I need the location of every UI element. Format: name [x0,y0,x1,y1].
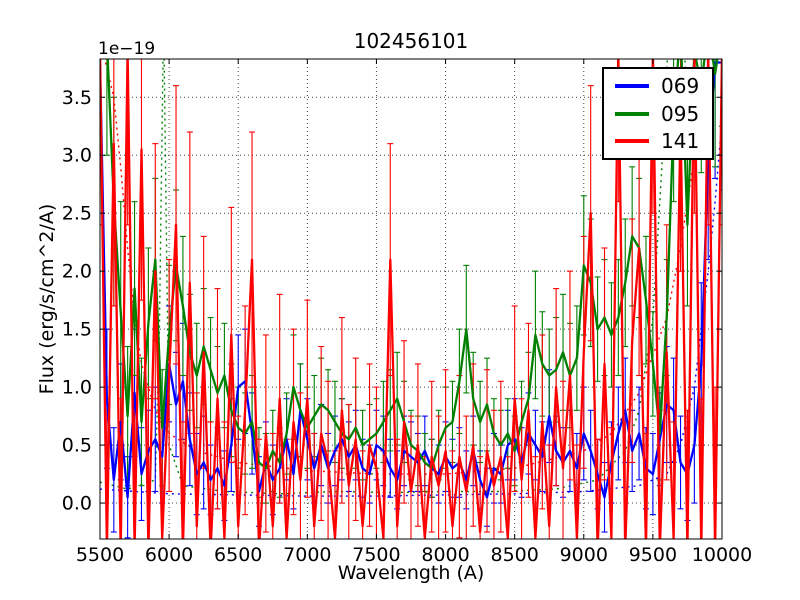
plot-title: 102456101 [353,29,469,53]
svg-text:2.0: 2.0 [62,261,92,283]
svg-text:0.5: 0.5 [62,435,92,457]
svg-text:10000: 10000 [692,544,752,566]
series-line-141 [100,59,722,539]
svg-text:5500: 5500 [76,544,124,566]
legend-line-sample-green [615,111,649,116]
legend: 069 095 141 [602,67,714,160]
legend-item-069: 069 [604,72,712,100]
svg-text:1.5: 1.5 [62,319,92,341]
legend-line-sample-blue [615,83,649,88]
x-tick-labels: 5500 6000 6500 7000 7500 8000 8500 9000 9500 1000… [76,544,752,566]
axes-border [99,58,723,540]
svg-text:6500: 6500 [214,544,262,566]
x-axis-label: Wavelength (A) [337,562,485,584]
svg-text:1.0: 1.0 [62,377,92,399]
legend-item-095: 095 [604,100,712,128]
legend-item-141: 141 [604,127,712,155]
y-tick-labels: 0.0 0.5 1.0 1.5 2.0 2.5 3.0 3.5 [62,87,92,515]
svg-text:3.0: 3.0 [62,145,92,167]
series-line-069 [100,61,722,499]
svg-text:3.5: 3.5 [62,87,92,109]
svg-text:8500: 8500 [490,544,538,566]
legend-label: 069 [661,73,700,98]
svg-text:8000: 8000 [421,544,469,566]
svg-text:0.0: 0.0 [62,493,92,515]
y-axis-offset-text: 1e−19 [98,39,156,59]
legend-label: 141 [661,129,700,154]
series-line-095 [106,59,719,470]
y-axis-label: Flux (erg/s/cm^2/A) [36,203,58,395]
legend-label: 095 [661,101,700,126]
svg-text:6000: 6000 [145,544,193,566]
svg-text:9500: 9500 [629,544,677,566]
svg-text:7500: 7500 [352,544,400,566]
svg-text:9000: 9000 [560,544,608,566]
legend-line-sample-red [615,139,649,144]
svg-text:7000: 7000 [283,544,331,566]
svg-text:2.5: 2.5 [62,203,92,225]
